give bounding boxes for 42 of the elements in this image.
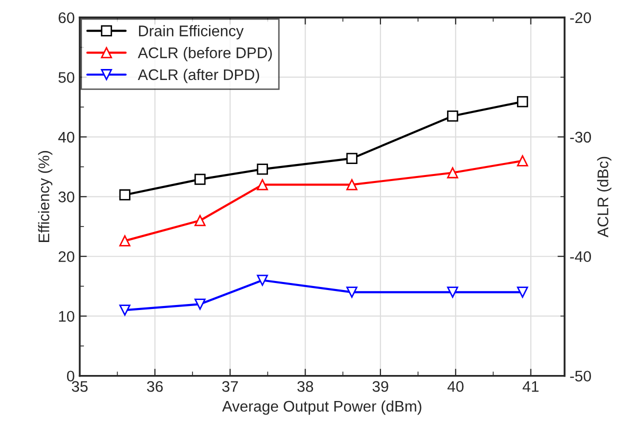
x-tick-label: 36 [147,381,163,392]
y-axis-title: Efficiency (%) [38,151,52,242]
x-tick-label: 35 [72,381,88,392]
point [346,286,358,298]
legend-label: Drain Efficiency [139,25,244,40]
x-tick-label: 37 [222,381,238,392]
point [346,179,358,190]
x-tick-label: 41 [522,381,539,392]
y2-axis-title: ACLR (dBc) [597,156,612,238]
point [447,167,458,178]
point [447,286,458,298]
x-tick-label: 40 [447,381,464,392]
point [119,189,130,200]
point [516,155,528,166]
y2-tick-label: -50 [570,370,591,382]
y2-tick-label: -20 [570,12,591,24]
x-axis-title: Average Output Power (dBm) [222,400,422,415]
x-tick-label: 38 [297,381,314,392]
y-tick-label: 40 [58,132,74,143]
legend-label: ACLR (after DPD) [138,68,260,84]
y2-tick-label: -30 [570,132,591,143]
point [194,298,206,310]
x-tick-label: 39 [372,381,388,392]
y-tick-label: 50 [58,72,74,83]
point [447,110,458,122]
y-tick-label: 0 [66,370,74,382]
point [346,152,358,164]
y2-tick-label: -40 [570,251,591,262]
point [194,174,206,185]
y-tick-label: 20 [58,251,74,262]
y-tick-label: 60 [58,12,74,24]
point [194,214,206,226]
point [256,179,268,190]
point [256,164,268,175]
legend-label: ACLR (before DPD) [138,47,272,62]
y-tick-label: 10 [59,310,74,322]
point [119,304,130,316]
point [516,96,528,108]
y-tick-label: 30 [58,192,74,202]
point [516,286,528,298]
point [256,274,268,286]
point [119,235,130,246]
